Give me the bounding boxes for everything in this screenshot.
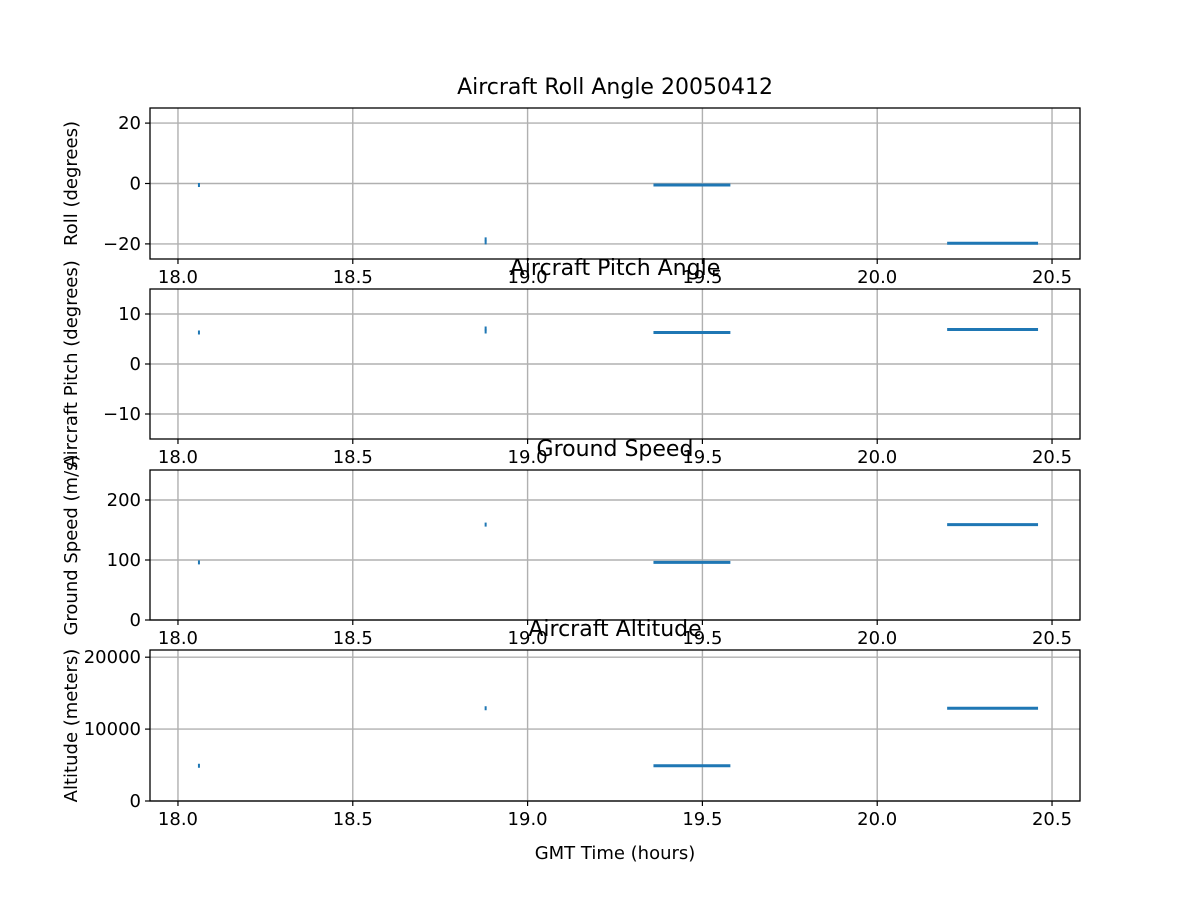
x-tick-label: 20.0	[857, 447, 897, 468]
x-tick-label: 19.0	[508, 628, 548, 649]
panel-title: Aircraft Roll Angle 20050412	[457, 75, 773, 100]
panel-2: 18.0 18.5 19.0 19.5 20.0 20.5 10 0 −10 Aircraft P…	[61, 256, 1081, 468]
x-tick-label: 18.5	[333, 447, 373, 468]
x-tick-label: 20.0	[857, 267, 897, 288]
data-point	[484, 522, 487, 527]
x-tick-label: 19.0	[508, 809, 548, 830]
y-tick-label: 10000	[84, 719, 141, 740]
axes-frame	[149, 649, 1081, 802]
panel-4: 18.0 18.5 19.0 19.5 20.0 20.5 20000 10000 0 Aircr…	[61, 617, 1081, 864]
data-point	[197, 763, 200, 768]
y-tick-label: 20	[118, 113, 141, 134]
data-point	[197, 183, 200, 188]
data-point	[484, 240, 487, 245]
x-tick-label: 20.5	[1032, 267, 1072, 288]
y-tick-label: 10	[118, 304, 141, 325]
y-axis-label: Aircraft Pitch (degrees)	[61, 260, 82, 468]
x-tick-label: 20.0	[857, 809, 897, 830]
x-tick-label: 19.0	[508, 267, 548, 288]
y-tick-label: 200	[107, 490, 141, 511]
x-tick-label: 18.0	[158, 447, 198, 468]
x-tick-label: 20.5	[1032, 809, 1072, 830]
data-point	[484, 706, 487, 711]
x-tick-label: 18.5	[333, 809, 373, 830]
panel-1: 18.0 18.5 19.0 19.5 20.0 20.5 20 0 −20 Aircraft R…	[61, 75, 1081, 288]
data-point	[484, 329, 487, 334]
panel-title: Aircraft Pitch Angle	[510, 256, 720, 281]
x-tick-label: 18.0	[158, 628, 198, 649]
panel-3: 18.0 18.5 19.0 19.5 20.0 20.5 200 100 0 Ground Sp…	[61, 437, 1081, 649]
y-tick-label: 100	[107, 550, 141, 571]
x-tick-label: 18.5	[333, 628, 373, 649]
axes-frame	[149, 469, 1081, 621]
x-tick-label: 20.5	[1032, 628, 1072, 649]
y-tick-label: 0	[130, 791, 141, 812]
y-tick-label: 0	[130, 610, 141, 631]
x-tick-label: 19.0	[508, 447, 548, 468]
data-point	[484, 237, 487, 242]
y-tick-label: −10	[103, 404, 141, 425]
y-axis-label: Roll (degrees)	[61, 121, 82, 246]
x-tick-label: 19.5	[682, 267, 722, 288]
x-tick-label: 19.5	[682, 628, 722, 649]
x-axis-label: GMT Time (hours)	[535, 843, 696, 864]
x-tick-label: 18.0	[158, 809, 198, 830]
data-point	[197, 560, 200, 565]
x-tick-label: 20.0	[857, 628, 897, 649]
x-tick-label: 20.5	[1032, 447, 1072, 468]
x-tick-label: 18.5	[333, 267, 373, 288]
y-tick-label: 0	[130, 354, 141, 375]
y-tick-label: 0	[130, 174, 141, 195]
y-axis-label: Ground Speed (m/s)	[61, 454, 82, 635]
x-tick-label: 18.0	[158, 267, 198, 288]
x-tick-label: 19.5	[682, 809, 722, 830]
panel-title: Ground Speed	[537, 437, 694, 462]
x-tick-label: 19.5	[682, 447, 722, 468]
panel-title: Aircraft Altitude	[528, 617, 701, 642]
y-tick-label: 20000	[84, 647, 141, 668]
data-point	[197, 330, 200, 335]
y-tick-label: −20	[103, 234, 141, 255]
data-point	[484, 326, 487, 331]
y-axis-label: Altitude (meters)	[61, 649, 82, 803]
